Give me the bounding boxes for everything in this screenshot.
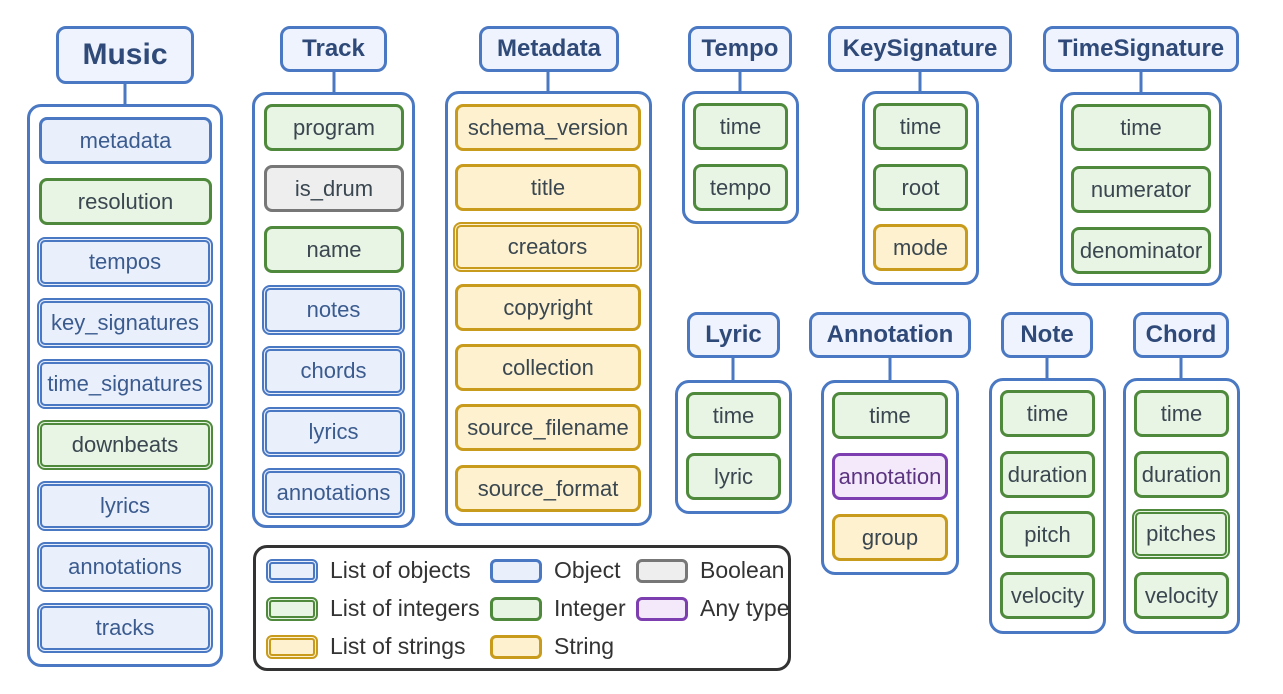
- legend-item-any-type: Any type: [636, 595, 790, 622]
- time-signature-field-numerator: numerator: [1071, 166, 1211, 213]
- annotation-header: Annotation: [809, 312, 971, 358]
- music-field-time-signatures: time_signatures: [37, 359, 213, 409]
- legend-item-list-of-strings: List of strings: [266, 633, 466, 660]
- legend-item-list-of-integers: List of integers: [266, 595, 480, 622]
- key-signature-header: KeySignature: [828, 26, 1012, 72]
- legend-label: List of objects: [330, 557, 471, 583]
- legend-label: List of integers: [330, 595, 480, 621]
- key-signature-field-root: root: [873, 164, 968, 211]
- legend-label: List of strings: [330, 633, 466, 659]
- note-field-duration: duration: [1000, 451, 1095, 498]
- metadata-field-source-filename: source_filename: [455, 404, 641, 451]
- legend-swatch-list-of-integers: [266, 596, 318, 621]
- metadata-field-title: title: [455, 164, 641, 211]
- tempo-field-tempo: tempo: [693, 164, 788, 211]
- key-signature-field-time: time: [873, 103, 968, 150]
- metadata-field-collection: collection: [455, 344, 641, 391]
- chord-header: Chord: [1133, 312, 1229, 358]
- legend-label: String: [554, 633, 615, 659]
- legend-item-string: String: [490, 633, 614, 660]
- metadata-header: Metadata: [479, 26, 619, 72]
- music-field-annotations: annotations: [37, 542, 213, 592]
- chord-field-pitches: pitches: [1132, 509, 1230, 559]
- chord-field-velocity: velocity: [1134, 572, 1229, 619]
- music-field-lyrics: lyrics: [37, 481, 213, 531]
- chord-field-duration: duration: [1134, 451, 1229, 498]
- legend-swatch-integer: [490, 596, 542, 621]
- legend-swatch-any-type: [636, 596, 688, 621]
- time-signature-field-time: time: [1071, 104, 1211, 151]
- track-field-lyrics: lyrics: [262, 407, 405, 457]
- metadata-field-copyright: copyright: [455, 284, 641, 331]
- legend-swatch-object: [490, 558, 542, 583]
- lyric-field-lyric: lyric: [686, 453, 781, 500]
- music-field-downbeats: downbeats: [37, 420, 213, 470]
- track-field-is-drum: is_drum: [264, 165, 404, 212]
- tempo-header: Tempo: [688, 26, 792, 72]
- legend-item-integer: Integer: [490, 595, 626, 622]
- lyric-header: Lyric: [687, 312, 780, 358]
- annotation-field-time: time: [832, 392, 948, 439]
- legend-label: Integer: [554, 595, 626, 621]
- metadata-field-schema-version: schema_version: [455, 104, 641, 151]
- legend-swatch-list-of-objects: [266, 558, 318, 583]
- track-field-annotations: annotations: [262, 468, 405, 518]
- note-field-pitch: pitch: [1000, 511, 1095, 558]
- time-signature-field-denominator: denominator: [1071, 227, 1211, 274]
- tempo-field-time: time: [693, 103, 788, 150]
- legend-label: Any type: [700, 595, 790, 621]
- note-header: Note: [1001, 312, 1093, 358]
- music-field-tempos: tempos: [37, 237, 213, 287]
- note-field-time: time: [1000, 390, 1095, 437]
- legend: List of objects Object Boolean List of i…: [253, 545, 791, 671]
- music-header: Music: [56, 26, 194, 84]
- track-field-chords: chords: [262, 346, 405, 396]
- metadata-field-creators: creators: [453, 222, 642, 272]
- track-field-program: program: [264, 104, 404, 151]
- annotation-field-annotation: annotation: [832, 453, 948, 500]
- chord-field-time: time: [1134, 390, 1229, 437]
- legend-swatch-list-of-strings: [266, 634, 318, 659]
- annotation-field-group: group: [832, 514, 948, 561]
- music-field-resolution: resolution: [39, 178, 212, 225]
- legend-swatch-string: [490, 634, 542, 659]
- legend-label: Boolean: [700, 557, 785, 583]
- legend-item-list-of-objects: List of objects: [266, 557, 471, 584]
- music-field-tracks: tracks: [37, 603, 213, 653]
- legend-label: Object: [554, 557, 621, 583]
- lyric-field-time: time: [686, 392, 781, 439]
- music-field-metadata: metadata: [39, 117, 212, 164]
- track-field-notes: notes: [262, 285, 405, 335]
- metadata-field-source-format: source_format: [455, 465, 641, 512]
- music-field-key-signatures: key_signatures: [37, 298, 213, 348]
- track-field-name: name: [264, 226, 404, 273]
- track-header: Track: [280, 26, 387, 72]
- legend-item-object: Object: [490, 557, 620, 584]
- time-signature-header: TimeSignature: [1043, 26, 1239, 72]
- key-signature-field-mode: mode: [873, 224, 968, 271]
- legend-swatch-boolean: [636, 558, 688, 583]
- legend-item-boolean: Boolean: [636, 557, 784, 584]
- note-field-velocity: velocity: [1000, 572, 1095, 619]
